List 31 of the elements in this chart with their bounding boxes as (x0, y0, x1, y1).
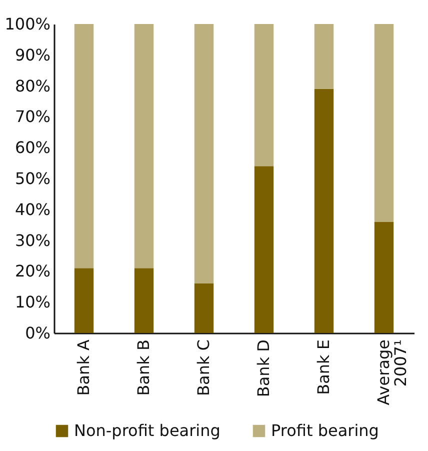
y-tick-label: 90% (14, 45, 50, 64)
y-tick-label: 80% (14, 76, 50, 96)
bar (134, 24, 154, 268)
x-tick-label: Bank A (74, 339, 93, 396)
x-tick-label: Bank B (134, 340, 153, 396)
y-tick-label: 20% (14, 262, 50, 281)
legend-label: Profit bearing (271, 421, 379, 440)
bar (314, 24, 334, 89)
bar (74, 24, 94, 268)
y-tick-label: 100% (4, 14, 50, 34)
x-tick-label: Bank E (314, 340, 333, 395)
bar (314, 88, 334, 333)
legend-label: Non-profit bearing (74, 421, 220, 440)
y-tick-label: 60% (14, 138, 50, 158)
bar (374, 222, 394, 333)
y-tick-label: 50% (14, 169, 50, 188)
y-tick-label: 30% (14, 230, 50, 250)
bar (374, 24, 394, 222)
y-tick-label: 0% (25, 324, 50, 342)
y-tick-label: 40% (14, 200, 50, 219)
y-tick-label: 10% (14, 292, 50, 312)
x-tick-label: Bank C (194, 340, 213, 396)
bar (134, 268, 154, 333)
bar (194, 284, 214, 333)
bar (254, 24, 274, 166)
x-tick-label: Bank D (254, 340, 273, 398)
y-tick-label: 70% (14, 107, 50, 126)
bar (74, 268, 94, 333)
x-tick-label: Average 2007¹ (374, 340, 410, 406)
bar (194, 24, 214, 284)
bar (254, 166, 274, 333)
